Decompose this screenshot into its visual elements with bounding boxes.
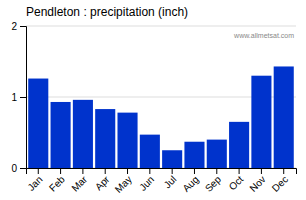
plot: 0 1 2 JanFebMarAprMayJun JulAugSepOctNovDec w… xyxy=(11,21,296,195)
x-tick: Sep xyxy=(203,168,224,194)
x-tick: Dec xyxy=(270,168,290,194)
bar xyxy=(73,100,93,168)
x-tick-mark xyxy=(127,168,128,174)
bar xyxy=(207,140,227,168)
x-tick-label: Feb xyxy=(47,173,67,193)
x-tick: Mar xyxy=(69,168,89,194)
y-tick-label: 0 xyxy=(11,163,17,174)
x-tick-mark xyxy=(38,168,39,174)
x-tick-label: Dec xyxy=(270,174,290,194)
x-tick: Jan xyxy=(25,168,44,193)
title: Pendleton : precipitation (inch) xyxy=(26,5,188,19)
bar xyxy=(229,122,249,168)
x-axis-line xyxy=(27,169,297,175)
x-tick: Jun xyxy=(137,168,156,193)
x-tick-mark xyxy=(149,168,150,174)
y-tick-mark xyxy=(20,97,26,98)
bar xyxy=(251,76,271,168)
annotation: www.allmetsat.com xyxy=(233,32,294,39)
x-tick: Apr xyxy=(93,168,112,192)
bar xyxy=(117,113,137,168)
bars xyxy=(28,66,294,168)
x-tick: Feb xyxy=(47,168,67,194)
x-tick-label: Aug xyxy=(180,174,200,194)
x-tick: May xyxy=(113,168,134,195)
x-tick-label: May xyxy=(113,174,134,195)
y-tick-label: 1 xyxy=(11,92,17,103)
bar xyxy=(95,109,115,168)
x-tick: Jul xyxy=(162,168,179,190)
x-tick-mark xyxy=(194,168,195,174)
bar xyxy=(140,135,160,168)
chart: 0 1 2 JanFebMarAprMayJun JulAugSepOctNovDec w… xyxy=(0,0,306,200)
x-tick-label: Sep xyxy=(203,173,224,194)
x-tick-label: Jan xyxy=(25,174,44,193)
y-axis: 0 1 2 xyxy=(11,21,26,174)
grid xyxy=(26,26,296,168)
x-tick-label: Mar xyxy=(69,173,89,193)
x-axis: JanFebMarAprMayJun JulAugSepOctNovDec xyxy=(25,168,296,195)
x-tick-mark xyxy=(261,168,262,174)
x-tick-label: Apr xyxy=(93,173,112,192)
y-tick-mark xyxy=(20,26,26,27)
x-tick-label: Jul xyxy=(162,174,179,191)
x-tick-mark xyxy=(105,168,106,174)
x-tick: Nov xyxy=(247,168,267,194)
y-tick: 2 xyxy=(11,21,26,32)
bar xyxy=(162,150,182,168)
x-tick-mark xyxy=(172,168,173,174)
grid-line xyxy=(26,26,296,27)
y-tick: 1 xyxy=(11,92,26,103)
x-tick: Oct xyxy=(227,168,246,192)
x-tick-mark xyxy=(283,168,284,174)
x-tick-mark xyxy=(216,168,217,174)
bar xyxy=(28,79,48,168)
x-tick-mark xyxy=(60,168,61,174)
y-tick: 0 xyxy=(11,163,26,174)
x-tick: Aug xyxy=(180,168,200,194)
x-tick-mark xyxy=(82,168,83,174)
y-tick-label: 2 xyxy=(11,21,17,32)
x-tick-label: Nov xyxy=(247,174,267,194)
x-tick-label: Jun xyxy=(137,174,156,193)
bar xyxy=(51,102,71,168)
y-tick-mark xyxy=(20,168,26,169)
bar xyxy=(184,142,204,168)
y-axis-line xyxy=(20,27,27,169)
x-tick-mark xyxy=(239,168,240,174)
x-tick-label: Oct xyxy=(227,174,246,193)
bar xyxy=(274,66,294,168)
